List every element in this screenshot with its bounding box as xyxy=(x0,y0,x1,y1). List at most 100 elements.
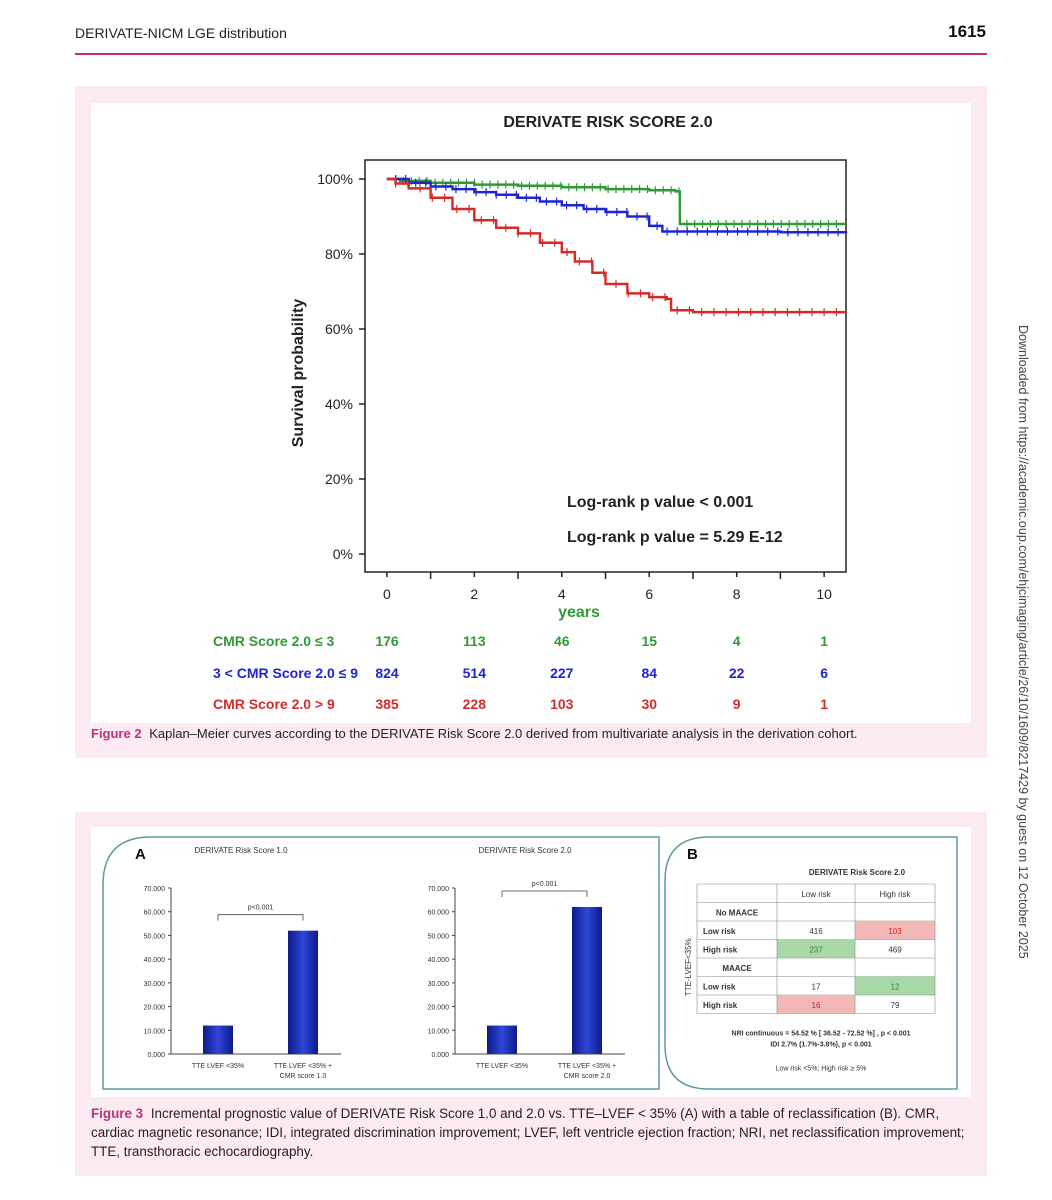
risk-table-cell: 84 xyxy=(641,665,657,681)
bar-category-label: TTE LVEF <35% + xyxy=(558,1063,616,1070)
risk-table-cell: 103 xyxy=(550,696,574,712)
bar-y-tick-label: 0.000 xyxy=(147,1052,165,1059)
bar-pvalue: p<0.001 xyxy=(532,881,558,888)
risk-table-cell: 227 xyxy=(550,665,574,681)
risk-table-cell: 6 xyxy=(820,665,828,681)
reclass-cell: 79 xyxy=(891,1001,900,1010)
bar-category-label: TTE LVEF <35% xyxy=(192,1063,244,1070)
logrank-annotation-2: Log-rank p value = 5.29 E-12 xyxy=(567,529,783,546)
reclass-cell: 12 xyxy=(891,983,900,992)
bar-y-tick-label: 60.000 xyxy=(428,910,450,917)
reclass-highlight xyxy=(855,976,935,995)
reclass-cell: 237 xyxy=(809,946,823,955)
bar xyxy=(203,1025,233,1054)
risk-table-cell: 1 xyxy=(820,696,828,712)
panel-b-label: B xyxy=(687,846,698,863)
km-y-tick-label: 0% xyxy=(333,546,353,562)
bar-y-tick-label: 40.000 xyxy=(428,957,450,964)
bar xyxy=(288,930,318,1054)
figure-2-caption: Figure 2 Kaplan–Meier curves according t… xyxy=(91,726,971,741)
km-y-axis-label: Survival probability xyxy=(290,299,307,448)
bar-category-label: TTE LVEF <35% + xyxy=(274,1063,332,1070)
km-y-tick-label: 40% xyxy=(325,396,353,412)
panel-a-frame xyxy=(102,836,660,1090)
km-x-axis-label: years xyxy=(558,604,600,621)
risk-table-cell: 385 xyxy=(375,696,399,712)
figure-2-image: DERIVATE RISK SCORE 2.0 0% 20% 40% 60% 80% 10… xyxy=(91,103,971,723)
reclass-row-label: High risk xyxy=(703,946,738,955)
km-y-tick-label: 60% xyxy=(325,321,353,337)
reclass-cell: 416 xyxy=(809,927,823,936)
figure-2-label: Figure 2 xyxy=(91,726,142,741)
bar-pvalue: p<0.001 xyxy=(248,905,274,912)
bar xyxy=(487,1025,517,1054)
reclass-cell: 469 xyxy=(888,946,902,955)
km-x-tick-label: 4 xyxy=(558,586,566,602)
risk-table-cell: 113 xyxy=(463,633,486,649)
risk-table-cell: 228 xyxy=(463,696,487,712)
bar-category-label: CMR score 1.0 xyxy=(280,1073,327,1080)
bar-y-tick-label: 30.000 xyxy=(144,981,166,988)
figure-3-label: Figure 3 xyxy=(91,1106,144,1121)
bar-y-tick-label: 70.000 xyxy=(428,886,450,893)
reclass-highlight xyxy=(777,995,855,1014)
page-number: 1615 xyxy=(948,22,986,41)
reclass-group-label: MAACE xyxy=(722,964,752,973)
reclass-col-header: Low risk xyxy=(801,890,831,899)
bar-y-tick-label: 0.000 xyxy=(431,1052,449,1059)
bar-y-tick-label: 50.000 xyxy=(144,933,166,940)
bar xyxy=(572,906,602,1054)
risk-table-cell: 514 xyxy=(463,665,487,681)
risk-table-cell: 30 xyxy=(641,696,657,712)
reclass-cell: 16 xyxy=(812,1001,821,1010)
km-series-line xyxy=(386,177,848,234)
reclass-title: DERIVATE Risk Score 2.0 xyxy=(809,868,906,877)
bar-y-tick-label: 60.000 xyxy=(144,910,166,917)
km-series-line xyxy=(386,177,846,226)
header-rule xyxy=(75,53,987,55)
figure-2-caption-text: Kaplan–Meier curves according to the DER… xyxy=(149,726,858,741)
bar-y-tick-label: 20.000 xyxy=(144,1005,166,1012)
risk-table-row-label: CMR Score 2.0 > 9 xyxy=(213,696,335,712)
bar-y-tick-label: 70.000 xyxy=(144,886,166,893)
bar-y-tick-label: 50.000 xyxy=(428,933,450,940)
bar-y-tick-label: 10.000 xyxy=(144,1028,166,1035)
km-x-tick-label: 6 xyxy=(645,586,653,602)
risk-table-cell: 824 xyxy=(375,665,399,681)
km-series-line xyxy=(386,177,846,314)
reclass-side-label: TTE-LVEF<35% xyxy=(684,938,693,996)
risk-table-cell: 46 xyxy=(554,633,570,649)
figure-3-caption: Figure 3 Incremental prognostic value of… xyxy=(91,1104,971,1161)
bar-y-tick-label: 10.000 xyxy=(428,1028,450,1035)
bar-y-tick-label: 20.000 xyxy=(428,1005,450,1012)
bar-category-label: CMR score 2.0 xyxy=(564,1073,611,1080)
risk-table-cell: 176 xyxy=(375,633,399,649)
reclass-row-label: High risk xyxy=(703,1001,738,1010)
reclass-idi: IDI 2.7% (1.7%-3.8%), p < 0.001 xyxy=(770,1042,871,1049)
risk-table-cell: 4 xyxy=(733,633,741,649)
reclass-footnote: Low risk <5%; High risk ≥ 5% xyxy=(776,1066,867,1073)
bar-category-label: TTE LVEF <35% xyxy=(476,1063,528,1070)
risk-table-cell: 22 xyxy=(729,665,745,681)
pvalue-bracket xyxy=(217,914,304,921)
km-chart: DERIVATE RISK SCORE 2.0 0%20%40%60%80%10… xyxy=(213,114,848,712)
km-y-tick-label: 20% xyxy=(325,471,353,487)
reclass-cell: 17 xyxy=(812,983,821,992)
km-x-tick-label: 2 xyxy=(470,586,478,602)
figure-3-image: A B DERIVATE Risk Score 1.0 0.000 10.000 20… xyxy=(91,827,971,1097)
risk-table-cell: 9 xyxy=(733,696,741,712)
logrank-annotation-1: Log-rank p value < 0.001 xyxy=(567,494,753,511)
reclass-highlight xyxy=(777,939,855,958)
reclass-row-label: Low risk xyxy=(703,983,736,992)
reclass-group-label: No MAACE xyxy=(716,909,759,918)
reclass-nri: NRI continuous = 54.52 % [ 36.52 - 72.52… xyxy=(732,1031,911,1038)
download-watermark: Downloaded from https://academic.oup.com… xyxy=(1016,325,1030,959)
km-x-tick-label: 0 xyxy=(383,586,391,602)
bar-chart-title: DERIVATE Risk Score 2.0 xyxy=(478,846,572,855)
km-x-tick-label: 10 xyxy=(816,586,832,602)
bar-y-tick-label: 30.000 xyxy=(428,981,450,988)
running-header-title: DERIVATE-NICM LGE distribution xyxy=(75,25,287,41)
risk-table-row-label: 3 < CMR Score 2.0 ≤ 9 xyxy=(213,665,358,681)
km-chart-title: DERIVATE RISK SCORE 2.0 xyxy=(503,114,712,131)
risk-table-row-label: CMR Score 2.0 ≤ 3 xyxy=(213,633,334,649)
